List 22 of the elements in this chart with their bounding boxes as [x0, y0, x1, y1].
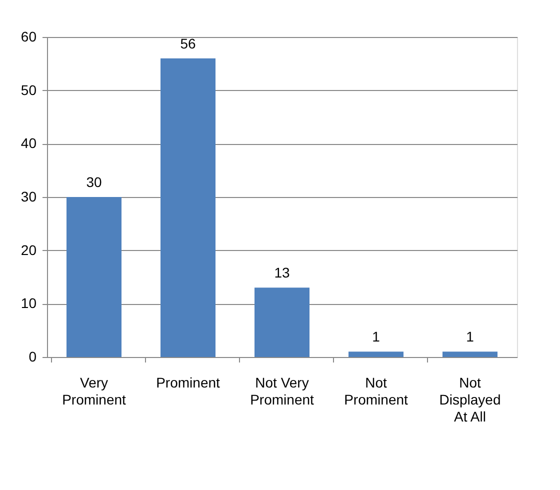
data-label: 30 [86, 174, 102, 190]
data-label: 1 [466, 328, 474, 345]
bar [254, 288, 310, 357]
x-tick-label: Not Very Prominent [250, 374, 314, 408]
y-tick-label: 40 [20, 135, 37, 152]
data-label: 56 [180, 35, 196, 52]
bar [442, 352, 498, 357]
bar [160, 58, 216, 357]
x-tick-label: Prominent [156, 374, 220, 390]
bar [348, 352, 404, 357]
y-tick-label: 10 [20, 295, 37, 312]
y-tick-label: 50 [20, 82, 37, 98]
y-tick-label: 0 [28, 348, 37, 364]
data-label: 1 [372, 328, 380, 345]
x-tick-label: Very Prominent [62, 374, 126, 408]
y-tick-label: 60 [20, 28, 37, 44]
x-tick-label: Not Displayed At All [439, 374, 501, 424]
data-label: 13 [274, 264, 290, 281]
x-tick-label: Not Prominent [344, 374, 408, 408]
y-tick-label: 20 [20, 242, 37, 258]
y-tick-label: 30 [20, 188, 37, 204]
bar [66, 197, 122, 357]
